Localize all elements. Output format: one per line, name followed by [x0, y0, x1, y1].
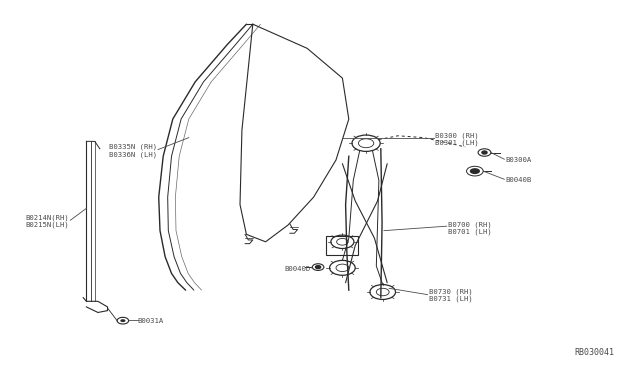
Circle shape: [482, 151, 487, 154]
Text: B0301 (LH): B0301 (LH): [435, 139, 479, 146]
Text: B0215N(LH): B0215N(LH): [26, 221, 69, 228]
Text: B0731 (LH): B0731 (LH): [429, 295, 472, 302]
Circle shape: [120, 319, 125, 322]
Circle shape: [316, 266, 321, 269]
Text: B0700 (RH): B0700 (RH): [448, 222, 492, 228]
Text: B0335N (RH): B0335N (RH): [109, 144, 157, 150]
Text: B0031A: B0031A: [138, 318, 164, 324]
Text: B0730 (RH): B0730 (RH): [429, 289, 472, 295]
Text: B0336N (LH): B0336N (LH): [109, 151, 157, 158]
Circle shape: [470, 168, 480, 174]
Bar: [326, 236, 358, 255]
Text: B0040D: B0040D: [284, 266, 310, 272]
Text: B0040B: B0040B: [506, 177, 532, 183]
Text: B0300 (RH): B0300 (RH): [435, 132, 479, 139]
Text: B0300A: B0300A: [506, 157, 532, 163]
Text: B0214N(RH): B0214N(RH): [26, 214, 69, 221]
Text: B0701 (LH): B0701 (LH): [448, 228, 492, 235]
Text: RB030041: RB030041: [575, 348, 614, 357]
